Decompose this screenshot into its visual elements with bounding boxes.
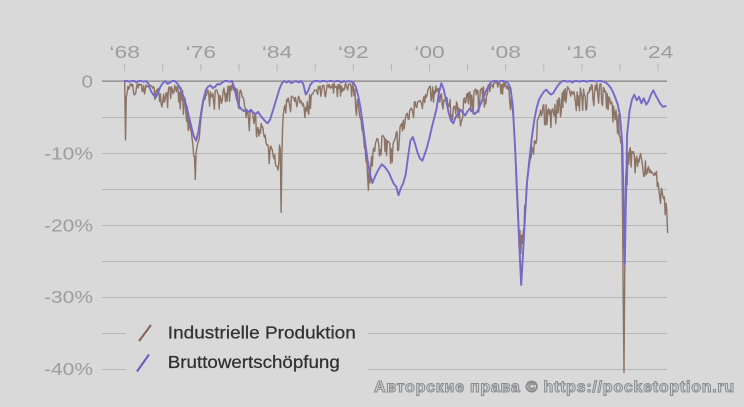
svg-text:0: 0: [82, 72, 94, 92]
svg-text:-40%: -40%: [44, 359, 93, 379]
svg-text:‘76: ‘76: [186, 42, 217, 62]
svg-text:-20%: -20%: [44, 215, 93, 235]
svg-text:Industrielle Produktion: Industrielle Produktion: [168, 323, 356, 343]
svg-text:-10%: -10%: [44, 143, 93, 163]
svg-text:‘16: ‘16: [567, 42, 598, 62]
svg-text:‘00: ‘00: [414, 42, 445, 62]
svg-text:‘68: ‘68: [109, 42, 140, 62]
svg-text:‘08: ‘08: [490, 42, 521, 62]
svg-text:Bruttowertschöpfung: Bruttowertschöpfung: [168, 352, 340, 372]
svg-text:‘24: ‘24: [643, 42, 674, 62]
svg-text:-30%: -30%: [44, 287, 93, 307]
svg-text:‘84: ‘84: [262, 42, 293, 62]
svg-text:‘92: ‘92: [338, 42, 369, 62]
